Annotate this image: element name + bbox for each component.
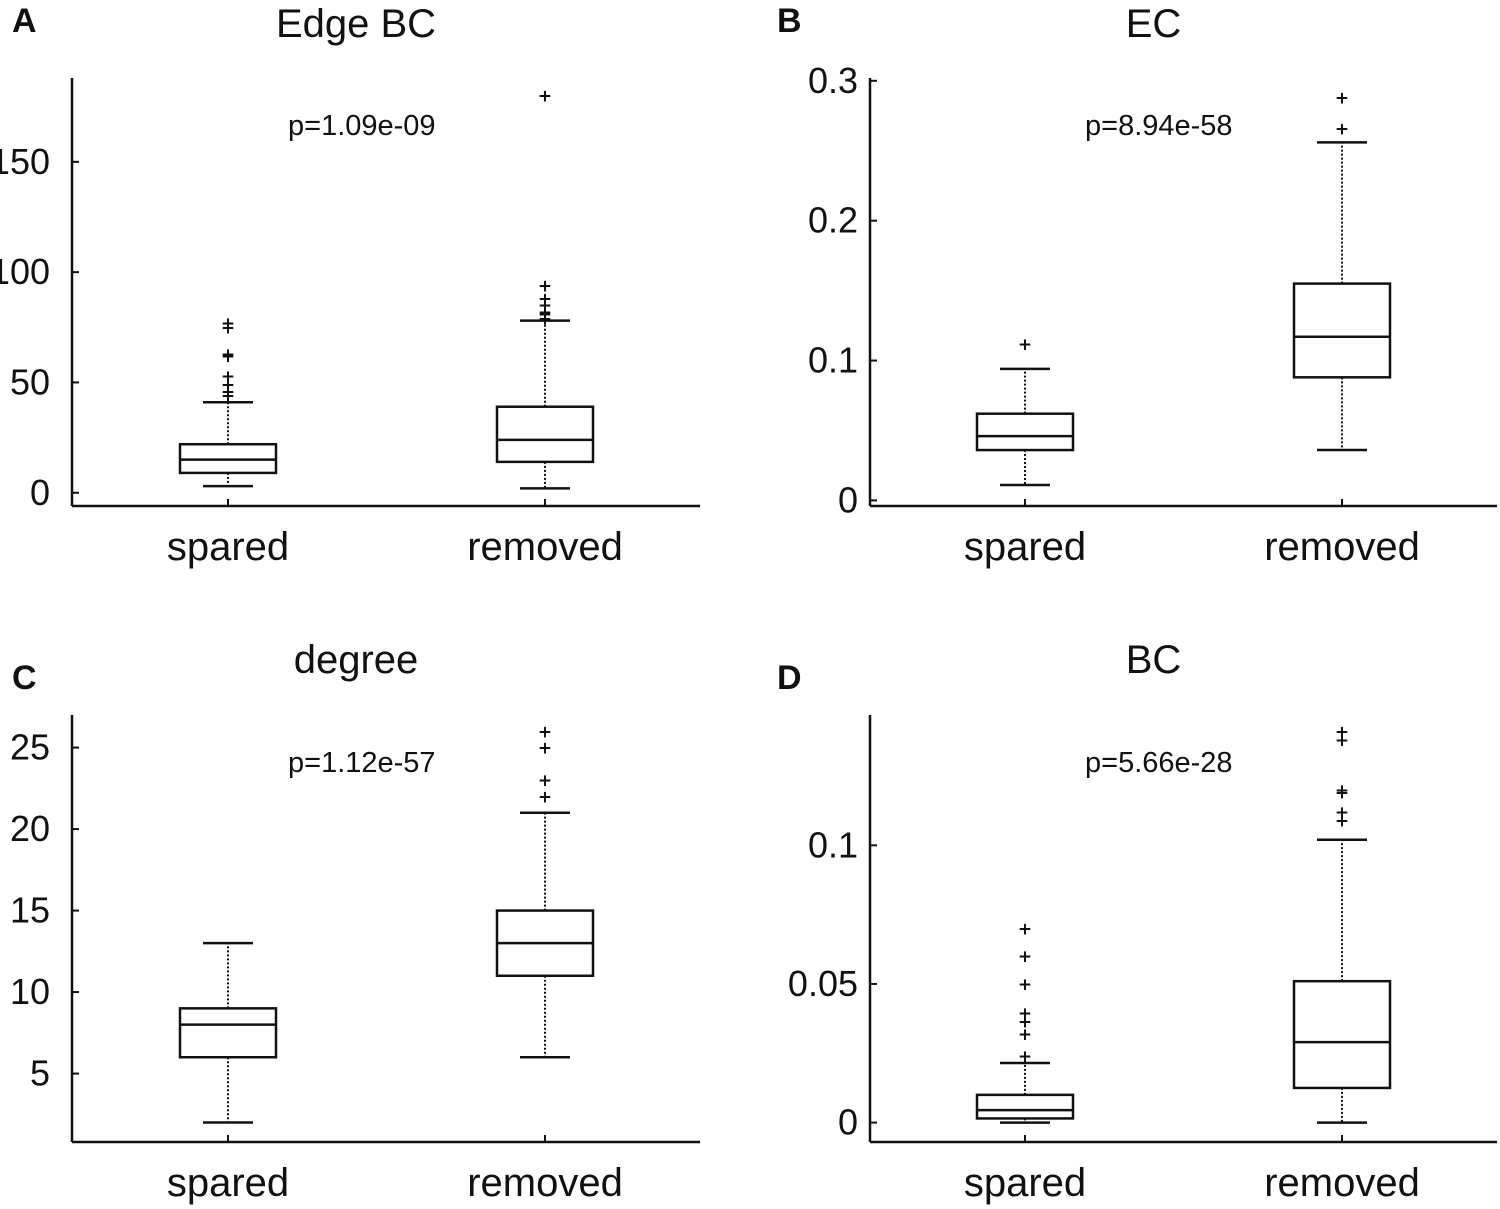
outlier-marker: + xyxy=(538,739,552,759)
outlier-marker: + xyxy=(1335,811,1349,831)
outlier-marker: + xyxy=(1018,1025,1032,1045)
y-tick-label: 15 xyxy=(10,890,50,931)
x-tick-label: spared xyxy=(964,1161,1086,1205)
outlier-marker: + xyxy=(1335,731,1349,751)
outlier-marker: + xyxy=(538,787,552,807)
chart-title: EC xyxy=(1126,2,1182,46)
outlier-marker: + xyxy=(538,309,552,329)
chart-title: BC xyxy=(1126,638,1182,682)
outlier-marker: + xyxy=(1335,784,1349,804)
iqr-box xyxy=(495,405,595,464)
iqr-box xyxy=(975,412,1075,452)
outlier-marker: + xyxy=(538,296,552,316)
y-tick-label: 100 xyxy=(0,251,50,292)
iqr-box xyxy=(975,1093,1075,1120)
outlier-marker: + xyxy=(1018,975,1032,995)
chart-title: Edge BC xyxy=(276,2,436,46)
outlier-marker: + xyxy=(221,318,235,338)
y-tick-label: 0.1 xyxy=(808,824,858,865)
y-tick-label: 10 xyxy=(10,971,50,1012)
outlier-marker: + xyxy=(221,314,235,334)
x-tick-label: removed xyxy=(467,525,623,569)
box-removed: ++++ xyxy=(495,722,595,1059)
outlier-marker: + xyxy=(221,345,235,365)
box-spared: + xyxy=(975,335,1075,487)
iqr-box xyxy=(1292,282,1392,379)
iqr-box xyxy=(1292,979,1392,1090)
y-tick-label: 5 xyxy=(30,1053,50,1094)
box-removed: ++ xyxy=(1292,89,1392,452)
p-value-annotation: p=5.66e-28 xyxy=(1085,747,1233,779)
p-value-annotation: p=8.94e-58 xyxy=(1085,110,1233,142)
chart-title: degree xyxy=(294,638,419,682)
outlier-marker: + xyxy=(221,387,235,407)
y-tick-label: 25 xyxy=(10,727,50,768)
x-tick-label: spared xyxy=(964,525,1086,569)
iqr-box xyxy=(178,1007,278,1059)
outlier-marker: + xyxy=(1018,920,1032,940)
outlier-marker: + xyxy=(1335,89,1349,109)
outlier-marker: + xyxy=(538,303,552,323)
p-value-annotation: p=1.09e-09 xyxy=(288,110,436,142)
panel-letter: C xyxy=(12,659,37,697)
y-tick-label: 0 xyxy=(838,1102,858,1143)
panel-letter: D xyxy=(777,659,802,697)
outlier-marker: + xyxy=(538,305,552,325)
box-removed: ++++++ xyxy=(1292,723,1392,1124)
outlier-marker: + xyxy=(1335,119,1349,139)
outlier-marker: + xyxy=(221,347,235,367)
outlier-marker: + xyxy=(221,367,235,387)
y-tick-label: 0 xyxy=(30,472,50,513)
box-spared xyxy=(178,941,278,1124)
outlier-marker: + xyxy=(1335,781,1349,801)
x-tick-label: removed xyxy=(467,1161,623,1205)
x-tick-label: removed xyxy=(1264,1161,1420,1205)
box-removed: +++++++ xyxy=(495,87,595,490)
y-tick-label: 20 xyxy=(10,808,50,849)
y-tick-label: 50 xyxy=(10,361,50,402)
outlier-marker: + xyxy=(538,722,552,742)
outlier-marker: + xyxy=(538,290,552,310)
outlier-marker: + xyxy=(538,87,552,107)
panel-a: A Edge BC 0 50 100 150 spared removed p=1.09e-09… xyxy=(0,2,700,569)
panel-letter: A xyxy=(12,2,37,40)
p-value-annotation: p=1.12e-57 xyxy=(288,747,436,779)
y-tick-label: 0 xyxy=(838,479,858,520)
outlier-marker: + xyxy=(221,376,235,396)
outlier-marker: + xyxy=(1335,803,1349,823)
outlier-marker: + xyxy=(1018,335,1032,355)
outlier-marker: + xyxy=(538,771,552,791)
outlier-marker: + xyxy=(1018,1047,1032,1067)
x-tick-label: spared xyxy=(167,525,289,569)
outlier-marker: + xyxy=(221,382,235,402)
y-tick-label: 0.2 xyxy=(808,200,858,241)
x-tick-label: removed xyxy=(1264,525,1420,569)
x-tick-label: spared xyxy=(167,1161,289,1205)
outlier-marker: + xyxy=(1018,1012,1032,1032)
y-tick-label: 0.3 xyxy=(808,60,858,101)
y-tick-label: 0.05 xyxy=(788,963,858,1004)
outlier-marker: + xyxy=(1018,947,1032,967)
box-spared: +++++++ xyxy=(975,920,1075,1124)
outlier-marker: + xyxy=(1018,1004,1032,1024)
panel-letter: B xyxy=(777,2,802,40)
outlier-marker: + xyxy=(538,276,552,296)
outlier-marker: + xyxy=(1335,723,1349,743)
y-tick-label: 0.1 xyxy=(808,340,858,381)
y-tick-label: 150 xyxy=(0,141,50,182)
box-spared: ++++++++ xyxy=(178,314,278,488)
